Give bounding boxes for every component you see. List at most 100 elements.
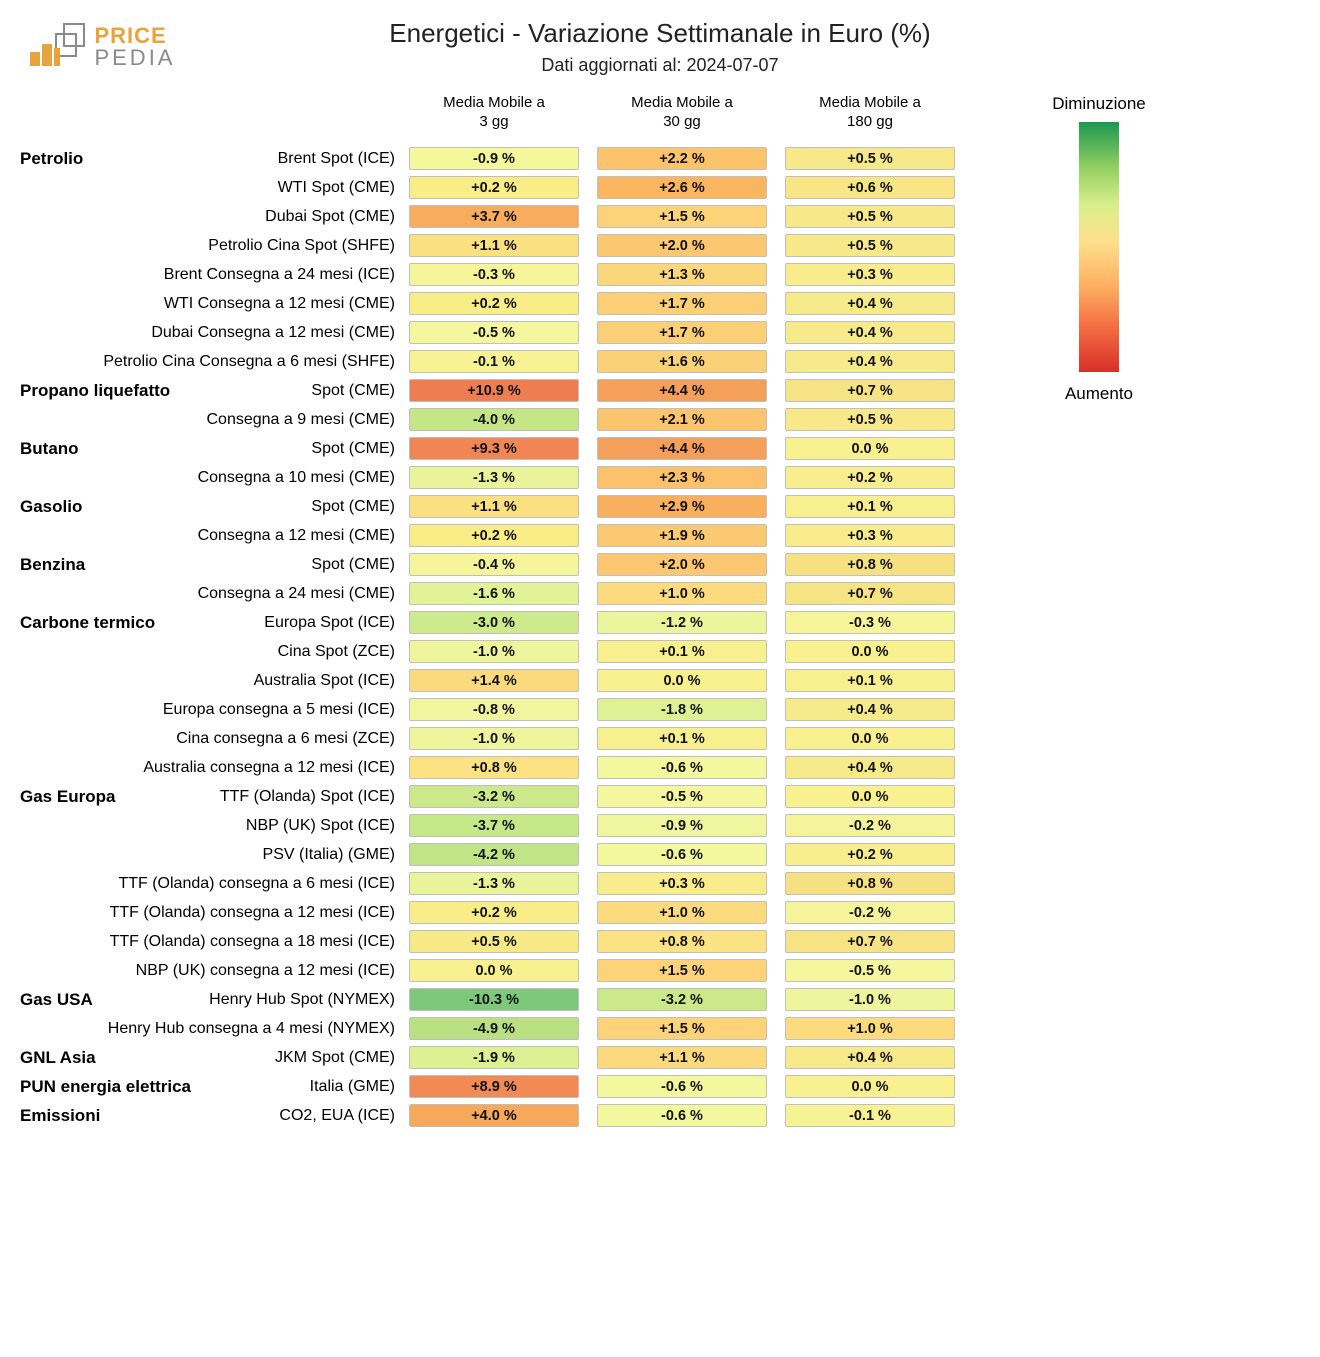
heatmap-cell: +4.4 %: [597, 437, 767, 460]
heatmap-cell: +1.7 %: [597, 292, 767, 315]
row-label-line: Gas EuropaTTF (Olanda) Spot (ICE): [0, 782, 405, 811]
heatmap-cell: 0.0 %: [785, 727, 955, 750]
heatmap-cell: +0.1 %: [785, 495, 955, 518]
row-labels-column: PetrolioBrent Spot (ICE)WTI Spot (CME)Du…: [0, 94, 405, 1130]
logo: PRICE PEDIA: [30, 22, 175, 71]
logo-text-bottom: PEDIA: [94, 47, 175, 69]
category-label: Benzina: [0, 555, 85, 575]
row-label-line: Cina consegna a 6 mesi (ZCE): [0, 724, 405, 753]
category-label: GNL Asia: [0, 1048, 96, 1068]
heatmap-cell: 0.0 %: [785, 640, 955, 663]
row-label: Consegna a 10 mesi (CME): [198, 469, 405, 487]
heatmap-cell: -0.8 %: [409, 698, 579, 721]
row-label-line: Dubai Spot (CME): [0, 202, 405, 231]
heatmap-cell: +1.5 %: [597, 205, 767, 228]
logo-icon: [30, 22, 86, 71]
heatmap-cell: +0.2 %: [409, 524, 579, 547]
heatmap-cell: -0.4 %: [409, 553, 579, 576]
heatmap-cell: +2.6 %: [597, 176, 767, 199]
heatmap-cell: -0.6 %: [597, 756, 767, 779]
heatmap-cell: -0.2 %: [785, 814, 955, 837]
row-label: Cina consegna a 6 mesi (ZCE): [176, 730, 405, 748]
heatmap-cell: -0.5 %: [597, 785, 767, 808]
row-label-line: Brent Consegna a 24 mesi (ICE): [0, 260, 405, 289]
heatmap-cell: -3.7 %: [409, 814, 579, 837]
heatmap-cell: -0.3 %: [785, 611, 955, 634]
heatmap-cell: +0.3 %: [597, 872, 767, 895]
heatmap-cell: -1.2 %: [597, 611, 767, 634]
heatmap-cell: +0.4 %: [785, 756, 955, 779]
row-label-line: GasolioSpot (CME): [0, 492, 405, 521]
row-label-line: Petrolio Cina Spot (SHFE): [0, 231, 405, 260]
heatmap-cell: -4.2 %: [409, 843, 579, 866]
heatmap-cell: +10.9 %: [409, 379, 579, 402]
heatmap-cell: +0.5 %: [785, 408, 955, 431]
heatmap-cell: +0.1 %: [785, 669, 955, 692]
row-label-line: Australia consegna a 12 mesi (ICE): [0, 753, 405, 782]
category-label: PUN energia elettrica: [0, 1077, 191, 1097]
category-label: Gas Europa: [0, 787, 115, 807]
row-label-line: EmissioniCO2, EUA (ICE): [0, 1101, 405, 1130]
heatmap-cell: +9.3 %: [409, 437, 579, 460]
row-label-line: GNL AsiaJKM Spot (CME): [0, 1043, 405, 1072]
heatmap-cell: -3.0 %: [409, 611, 579, 634]
heatmap-cell: +1.1 %: [409, 234, 579, 257]
legend-bottom-label: Aumento: [1039, 384, 1159, 404]
heatmap-cell: +1.0 %: [785, 1017, 955, 1040]
heatmap-cell: 0.0 %: [785, 1075, 955, 1098]
heatmap-cell: +2.9 %: [597, 495, 767, 518]
column-header: Media Mobile a3 gg: [405, 94, 583, 144]
heatmap-cell: +0.2 %: [409, 176, 579, 199]
heatmap-cell: +0.4 %: [785, 698, 955, 721]
category-label: Emissioni: [0, 1106, 100, 1126]
heatmap-cell: -1.3 %: [409, 466, 579, 489]
page-subtitle: Dati aggiornati al: 2024-07-07: [0, 55, 1320, 76]
heatmap-cell: +8.9 %: [409, 1075, 579, 1098]
heatmap-cell: +0.3 %: [785, 263, 955, 286]
row-label-line: Cina Spot (ZCE): [0, 637, 405, 666]
heatmap-cell: +0.7 %: [785, 582, 955, 605]
heatmap-cell: +0.2 %: [785, 843, 955, 866]
heatmap-columns: Media Mobile a3 gg-0.9 %+0.2 %+3.7 %+1.1…: [405, 94, 969, 1130]
category-label: Butano: [0, 439, 79, 459]
heatmap-cell: -0.1 %: [409, 350, 579, 373]
row-label: TTF (Olanda) consegna a 6 mesi (ICE): [118, 875, 405, 893]
heatmap-cell: +0.7 %: [785, 379, 955, 402]
row-label: Spot (CME): [311, 382, 405, 400]
heatmap-cell: +2.2 %: [597, 147, 767, 170]
heatmap-cell: 0.0 %: [785, 437, 955, 460]
heatmap-cell: +1.5 %: [597, 1017, 767, 1040]
heatmap-cell: +1.4 %: [409, 669, 579, 692]
row-label: WTI Spot (CME): [278, 179, 405, 197]
row-label: Australia Spot (ICE): [254, 672, 405, 690]
row-label: PSV (Italia) (GME): [263, 846, 405, 864]
row-label: Dubai Spot (CME): [265, 208, 405, 226]
category-label: Gasolio: [0, 497, 82, 517]
category-label: Carbone termico: [0, 613, 155, 633]
heatmap-cell: +0.4 %: [785, 1046, 955, 1069]
row-label: Spot (CME): [311, 440, 405, 458]
heatmap-cell: 0.0 %: [597, 669, 767, 692]
row-label: Europa consegna a 5 mesi (ICE): [163, 701, 405, 719]
heatmap-cell: +2.0 %: [597, 553, 767, 576]
row-label-line: Gas USAHenry Hub Spot (NYMEX): [0, 985, 405, 1014]
heatmap-cell: -0.6 %: [597, 1075, 767, 1098]
heatmap-cell: -0.5 %: [409, 321, 579, 344]
heatmap-cell: +0.4 %: [785, 321, 955, 344]
row-label-line: NBP (UK) Spot (ICE): [0, 811, 405, 840]
row-label: Brent Consegna a 24 mesi (ICE): [164, 266, 405, 284]
heatmap-cell: -3.2 %: [409, 785, 579, 808]
heatmap-cell: +4.4 %: [597, 379, 767, 402]
row-label-line: BenzinaSpot (CME): [0, 550, 405, 579]
heatmap-cell: +0.8 %: [785, 553, 955, 576]
heatmap-cell: +4.0 %: [409, 1104, 579, 1127]
heatmap-cell: +0.8 %: [785, 872, 955, 895]
heatmap-cell: +0.2 %: [409, 901, 579, 924]
heatmap-cell: +0.1 %: [597, 727, 767, 750]
heatmap-cell: -1.0 %: [409, 640, 579, 663]
row-label-line: Dubai Consegna a 12 mesi (CME): [0, 318, 405, 347]
row-label-line: TTF (Olanda) consegna a 6 mesi (ICE): [0, 869, 405, 898]
legend-top-label: Diminuzione: [1039, 94, 1159, 114]
heatmap-cell: +1.1 %: [597, 1046, 767, 1069]
heatmap-cell: +1.0 %: [597, 582, 767, 605]
